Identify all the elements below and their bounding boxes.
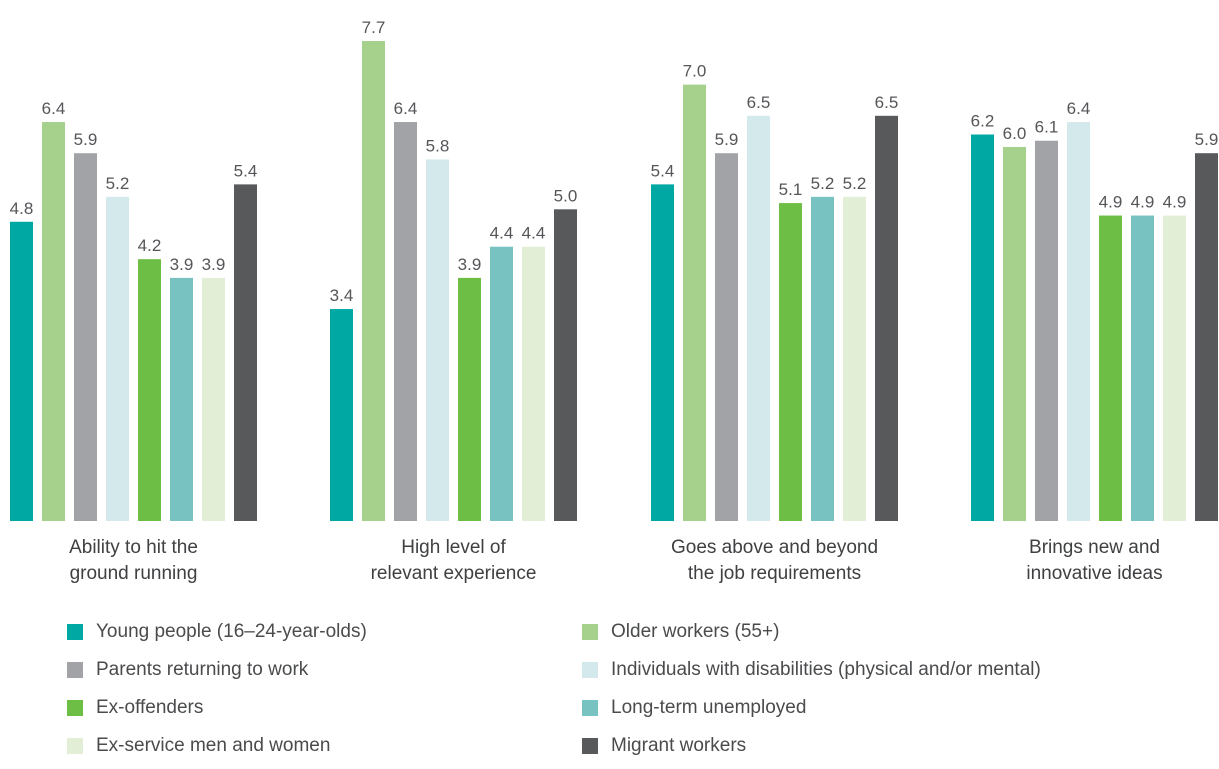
legend-label: Long-term unemployed [611,697,807,718]
legend-label: Migrant workers [611,735,747,756]
legend-item: Migrant workers [582,734,746,758]
legend-label: Ex-service men and women [96,735,331,756]
bar [426,159,449,521]
data-label: 5.4 [651,161,675,180]
bar [1035,140,1058,521]
data-label: 6.5 [747,93,771,112]
data-label: 4.9 [1131,193,1155,212]
bar [42,122,65,521]
data-label: 3.9 [202,255,226,274]
bar [234,184,257,521]
legend-label: Ex-offenders [96,697,204,718]
data-label: 6.4 [42,99,66,118]
bar [554,209,577,521]
bar [170,277,193,521]
bar [330,309,353,521]
bar [138,259,161,521]
data-label: 3.4 [330,286,354,305]
legend-label: Young people (16–24-year-olds) [96,621,367,642]
data-label: 4.4 [522,224,546,243]
bar [1067,122,1090,521]
category-label: Ability to hit the ground running [69,537,198,584]
data-label: 5.9 [74,130,98,149]
data-label: 4.8 [10,199,34,218]
legend-swatch [582,662,598,678]
bar [1163,215,1186,521]
bar [875,115,898,522]
legend-swatch [582,624,598,640]
legend-item: Older workers (55+) [582,620,779,644]
bar [1131,215,1154,521]
bar [779,203,802,521]
legend-item: Long-term unemployed [582,696,806,720]
legend-swatch [67,700,83,716]
data-label: 4.9 [1163,193,1187,212]
category-label: High level of relevant experience [371,537,537,584]
legend-swatch [67,738,83,754]
data-label: 6.5 [875,93,899,112]
bar [106,196,129,521]
bar [202,277,225,521]
data-label: 5.1 [779,180,803,199]
legend-item: Individuals with disabilities (physical … [582,658,1041,682]
legend-label: Older workers (55+) [611,621,780,642]
data-label: 5.9 [1195,130,1219,149]
legend-item: Young people (16–24-year-olds) [67,620,367,644]
data-label: 4.9 [1099,193,1123,212]
data-label: 7.7 [362,18,386,37]
bar [1099,215,1122,521]
bar [522,246,545,521]
data-label: 6.1 [1035,118,1059,137]
bar [971,134,994,521]
legend-swatch [582,700,598,716]
legend-item: Ex-service men and women [67,734,330,758]
bar [843,196,866,521]
legend-label: Individuals with disabilities (physical … [611,659,1041,680]
bar [10,221,33,521]
data-label: 5.2 [106,174,130,193]
data-label: 5.4 [234,161,258,180]
legend-swatch [67,624,83,640]
data-label: 6.2 [971,112,995,131]
data-label: 6.0 [1003,124,1027,143]
bar [458,277,481,521]
bar [811,196,834,521]
bar [362,41,385,521]
data-label: 6.4 [1067,99,1091,118]
data-label: 3.9 [170,255,194,274]
bar [683,84,706,522]
data-label: 7.0 [683,62,707,81]
bar [715,153,738,521]
legend-item: Parents returning to work [67,658,308,682]
data-label: 5.0 [554,186,578,205]
bar [490,246,513,521]
bar [651,184,674,521]
data-label: 5.8 [426,136,450,155]
data-label: 4.2 [138,236,162,255]
data-label: 5.2 [811,174,835,193]
data-label: 4.4 [490,224,514,243]
data-label: 3.9 [458,255,482,274]
legend-swatch [67,662,83,678]
category-label: Goes above and beyond the job requirement… [671,537,878,584]
bar-chart: 4.8 6.4 5.9 5.2 4.2 3.9 3.9 5.4 Ability to hit t… [10,18,1219,584]
data-label: 5.9 [715,130,739,149]
legend: Young people (16–24-year-olds) Older work… [67,620,1207,765]
legend-swatch [582,738,598,754]
legend-item: Ex-offenders [67,696,203,720]
bar [1003,146,1026,521]
bar [394,122,417,521]
legend-label: Parents returning to work [96,659,309,680]
bar [74,153,97,521]
bar [1195,153,1218,521]
category-label: Brings new and innovative ideas [1026,537,1162,584]
data-label: 5.2 [843,174,867,193]
bar [747,115,770,522]
data-label: 6.4 [394,99,418,118]
